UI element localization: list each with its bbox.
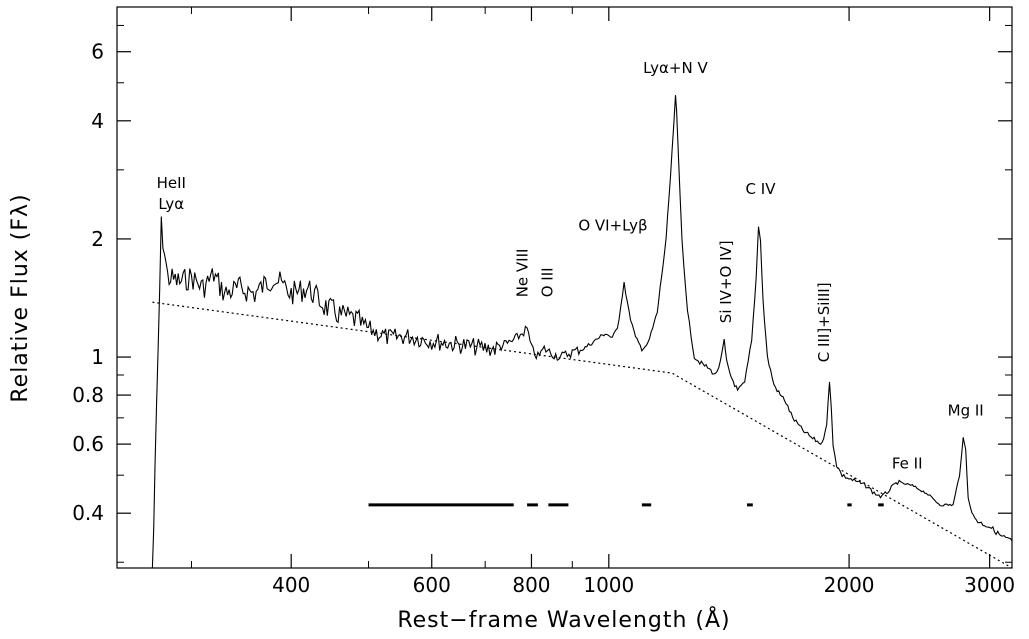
x-tick-label: 2000 — [824, 573, 875, 597]
spectrum-line — [151, 95, 1013, 569]
y-axis-title: Relative Flux (Fλ) — [8, 193, 33, 402]
x-tick-label: 1000 — [583, 573, 634, 597]
emission-line-label: Fe II — [892, 454, 923, 472]
emission-line-label: Lyα — [158, 195, 184, 213]
emission-line-label: O III — [539, 267, 557, 297]
y-tick-label: 1 — [91, 345, 104, 369]
emission-line-label: C III]+SiIII] — [815, 282, 833, 362]
y-tick-label: 6 — [91, 40, 104, 64]
x-tick-label: 3000 — [964, 573, 1015, 597]
emission-line-label: Lyα+N V — [643, 59, 708, 77]
emission-line-label: O VI+Lyβ — [578, 217, 647, 235]
emission-line-label: Si IV+O IV] — [717, 240, 735, 323]
y-tick-label: 0.4 — [72, 501, 104, 525]
emission-line-label: Mg II — [948, 401, 984, 419]
axis-ticks — [117, 7, 1012, 568]
y-tick-label: 0.6 — [72, 432, 104, 456]
line-annotations: HeII Lyα Ne VIII O III O VI+Lyβ Lyα+N V Si IV+… — [157, 59, 984, 473]
continuum-dotted-line — [152, 301, 1013, 569]
emission-line-label: HeII — [157, 174, 186, 192]
tick-labels: 400 600 800 1000 2000 3000 0.4 0.6 0.8 1 2 4 6 — [72, 40, 1015, 597]
emission-line-label: C IV — [746, 180, 777, 198]
plot-frame — [116, 6, 1013, 569]
x-tick-label: 400 — [272, 573, 310, 597]
x-tick-label: 600 — [413, 573, 451, 597]
series-layer — [151, 95, 1013, 569]
x-axis-title: Rest−frame Wavelength (Å) — [397, 606, 730, 633]
emission-line-label: Ne VIII — [514, 249, 532, 298]
x-tick-label: 800 — [512, 573, 550, 597]
y-tick-label: 4 — [91, 109, 104, 133]
y-tick-label: 2 — [91, 227, 104, 251]
y-tick-label: 0.8 — [72, 383, 104, 407]
